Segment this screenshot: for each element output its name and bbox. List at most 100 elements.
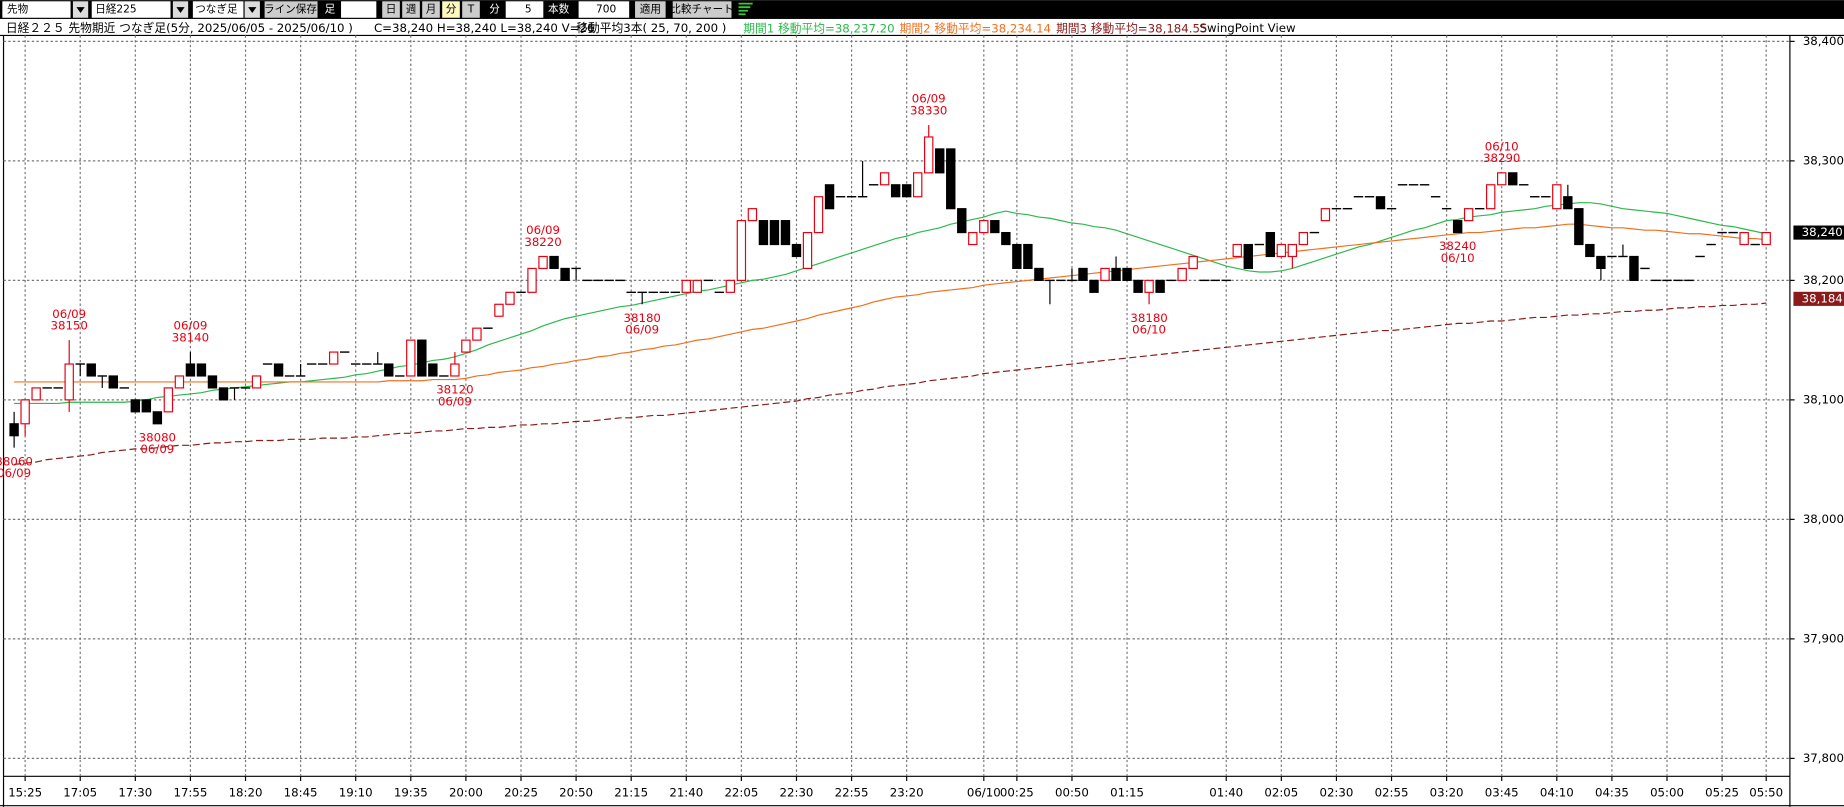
period-button[interactable]: [382, 1, 400, 18]
arrow-icon: [176, 7, 185, 14]
x-tick-label: 02:55: [1375, 785, 1409, 799]
x-tick-label: 02:30: [1319, 785, 1353, 799]
ma-line: [14, 202, 1767, 405]
swing-date: 06/09: [173, 319, 207, 333]
button-text: ライン保存: [264, 3, 317, 16]
select[interactable]: [2, 1, 71, 18]
period-button[interactable]: [422, 1, 440, 18]
chart-title: 日経２２５ 先物期近 つなぎ足(5分, 2025/06/05 - 2025/06…: [6, 21, 353, 35]
button[interactable]: [264, 1, 318, 18]
candle-body: [1585, 243, 1595, 258]
button[interactable]: [635, 1, 666, 18]
x-tick-label: 04:10: [1540, 785, 1574, 799]
select[interactable]: [192, 1, 244, 18]
x-tick-label: 17:30: [118, 785, 152, 799]
swing-date: 06/09: [438, 394, 472, 408]
swing-price: 38060: [0, 454, 33, 468]
label: 足: [325, 4, 336, 16]
y-tick-label: 38,400: [1803, 34, 1844, 48]
candle-body: [428, 363, 438, 377]
candle-body: [174, 375, 185, 389]
label: 分: [489, 4, 500, 16]
y-tick-label: 38,300: [1803, 153, 1844, 167]
swing-date: 06/10: [1485, 139, 1519, 153]
candle-body: [1276, 243, 1287, 258]
candle-body: [1133, 279, 1143, 293]
x-tick-label: 18:20: [229, 785, 263, 799]
input[interactable]: [341, 1, 377, 18]
candle-body: [9, 423, 19, 437]
view-name: SwingPoint View: [1200, 21, 1296, 35]
legend-name: 期間2: [900, 21, 931, 35]
input[interactable]: [505, 1, 544, 18]
candle-body: [990, 220, 1000, 234]
y-tick-label: 37,800: [1803, 751, 1844, 765]
candle-body: [207, 375, 218, 389]
swing-price: 38150: [51, 319, 88, 333]
legend-name: 期間1: [743, 21, 774, 35]
candle-body: [901, 184, 912, 198]
candle-body: [527, 267, 537, 293]
candle-body: [725, 279, 736, 293]
select[interactable]: [91, 1, 171, 18]
candle-body: [1155, 279, 1165, 293]
candle-body: [1144, 279, 1154, 293]
candle-body: [20, 399, 30, 425]
legend-value: 移動平均=38,237.20: [778, 21, 895, 35]
candle-body: [780, 220, 791, 246]
x-tick-label: 15:25: [8, 785, 42, 799]
candle-body: [1177, 267, 1187, 281]
candle-body: [1563, 196, 1573, 210]
candle-body: [1629, 255, 1639, 281]
candle-body: [1243, 243, 1253, 270]
select-text: 日経225: [95, 3, 136, 16]
candle-body: [1596, 255, 1606, 270]
x-tick-label: 18:45: [284, 785, 318, 799]
candle-body: [769, 220, 780, 246]
x-tick-label: 22:55: [835, 785, 869, 799]
candle-body: [1452, 220, 1463, 234]
x-tick-label: 20:00: [449, 785, 483, 799]
swing-price: 38140: [172, 330, 209, 344]
chart-icon[interactable]: [738, 2, 753, 16]
candle-body: [505, 291, 515, 305]
candle-body: [218, 387, 229, 401]
input[interactable]: [578, 1, 630, 18]
button-text: 比較チャート: [670, 3, 733, 16]
swing-date: 06/09: [912, 92, 946, 106]
candle-body: [924, 136, 934, 174]
candle-body: [185, 363, 196, 377]
candle-body: [1078, 267, 1088, 281]
candle-body: [758, 220, 769, 246]
x-tick-label: 01:15: [1110, 785, 1144, 799]
period-button[interactable]: [442, 1, 460, 18]
x-tick-label: 01:40: [1209, 785, 1243, 799]
candle-body: [813, 196, 824, 234]
candle-body: [108, 375, 118, 389]
candle-body: [802, 231, 813, 270]
swing-date: 06/09: [140, 442, 174, 456]
candle-body: [1552, 184, 1562, 210]
x-tick-label: 20:25: [504, 785, 538, 799]
candle-body: [890, 184, 901, 198]
candle-body: [1122, 267, 1132, 281]
swing-date: 06/09: [526, 223, 560, 237]
candle-body: [681, 279, 691, 293]
y-tick-label: 38,100: [1803, 392, 1844, 406]
candle-body: [912, 172, 923, 198]
candle-body: [946, 148, 956, 210]
button[interactable]: [672, 1, 732, 18]
candle-body: [1232, 243, 1242, 258]
candle-body: [935, 148, 945, 174]
candle-body: [494, 303, 504, 317]
x-tick-label: 17:55: [173, 785, 207, 799]
candle-body: [406, 339, 416, 377]
label: 本数: [548, 3, 570, 16]
period-button[interactable]: [402, 1, 420, 18]
input-text: 5: [525, 4, 532, 16]
period-button[interactable]: [462, 1, 480, 18]
legend-entry: 期間2 移動平均=38,234.14: [900, 21, 1051, 35]
